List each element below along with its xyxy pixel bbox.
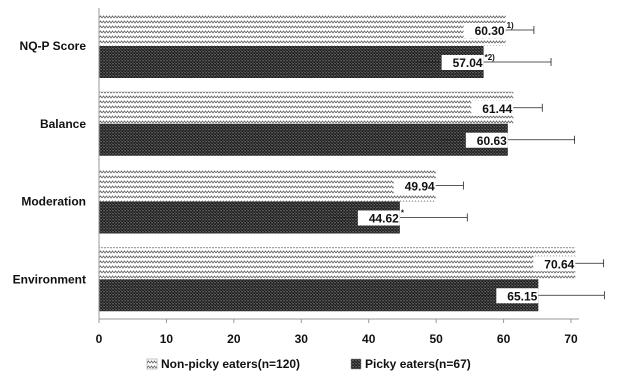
x-tick-label: 50	[429, 332, 443, 346]
x-tick-label: 20	[227, 332, 241, 346]
bar	[99, 169, 436, 202]
x-tick-label: 30	[295, 332, 309, 346]
significance-mark: *2)	[485, 53, 496, 62]
data-label: 60.30	[475, 24, 505, 38]
x-tick-label: 10	[160, 332, 174, 346]
data-label-bg	[496, 288, 539, 304]
data-label-bg	[357, 210, 400, 226]
data-label-bg	[465, 132, 508, 148]
data-label-bg	[441, 55, 484, 70]
bar	[99, 247, 576, 280]
category-label: Moderation	[21, 195, 86, 209]
legend-swatch	[350, 358, 362, 370]
data-label-bg	[533, 256, 576, 272]
data-label: 49.94	[405, 180, 435, 194]
bar	[99, 14, 506, 46]
significance-mark: *	[401, 209, 405, 218]
category-label: Environment	[13, 272, 86, 286]
bar	[99, 123, 508, 156]
legend: Non-picky eaters(n=120) Picky eaters(n=67…	[146, 357, 471, 371]
data-label: 60.63	[477, 134, 507, 148]
data-label: 61.44	[482, 102, 512, 116]
data-label: 70.64	[544, 257, 574, 271]
x-tick-label: 60	[497, 332, 511, 346]
data-label: 65.15	[507, 289, 537, 303]
legend-entry: Picky eaters(n=67)	[365, 357, 471, 371]
category-label: NQ-P Score	[20, 39, 87, 53]
x-tick-label: 0	[96, 332, 103, 346]
category-label: Balance	[40, 117, 86, 131]
plot-area: NQ-P Score 60.30 1) 57.04 *2) Balance 61.44 60.…	[13, 8, 605, 346]
x-tick-label: 70	[564, 332, 578, 346]
significance-mark: 1)	[507, 21, 514, 30]
data-label: 44.62	[369, 212, 399, 226]
legend-swatch	[146, 358, 158, 370]
legend-entry: Non-picky eaters(n=120)	[161, 357, 300, 371]
data-label: 57.04	[453, 56, 483, 70]
data-label-bg	[471, 100, 514, 116]
bar	[99, 91, 514, 124]
data-label-bg	[463, 23, 506, 38]
data-label-bg	[393, 178, 436, 194]
x-tick-label: 40	[362, 332, 376, 346]
bar	[99, 279, 539, 312]
